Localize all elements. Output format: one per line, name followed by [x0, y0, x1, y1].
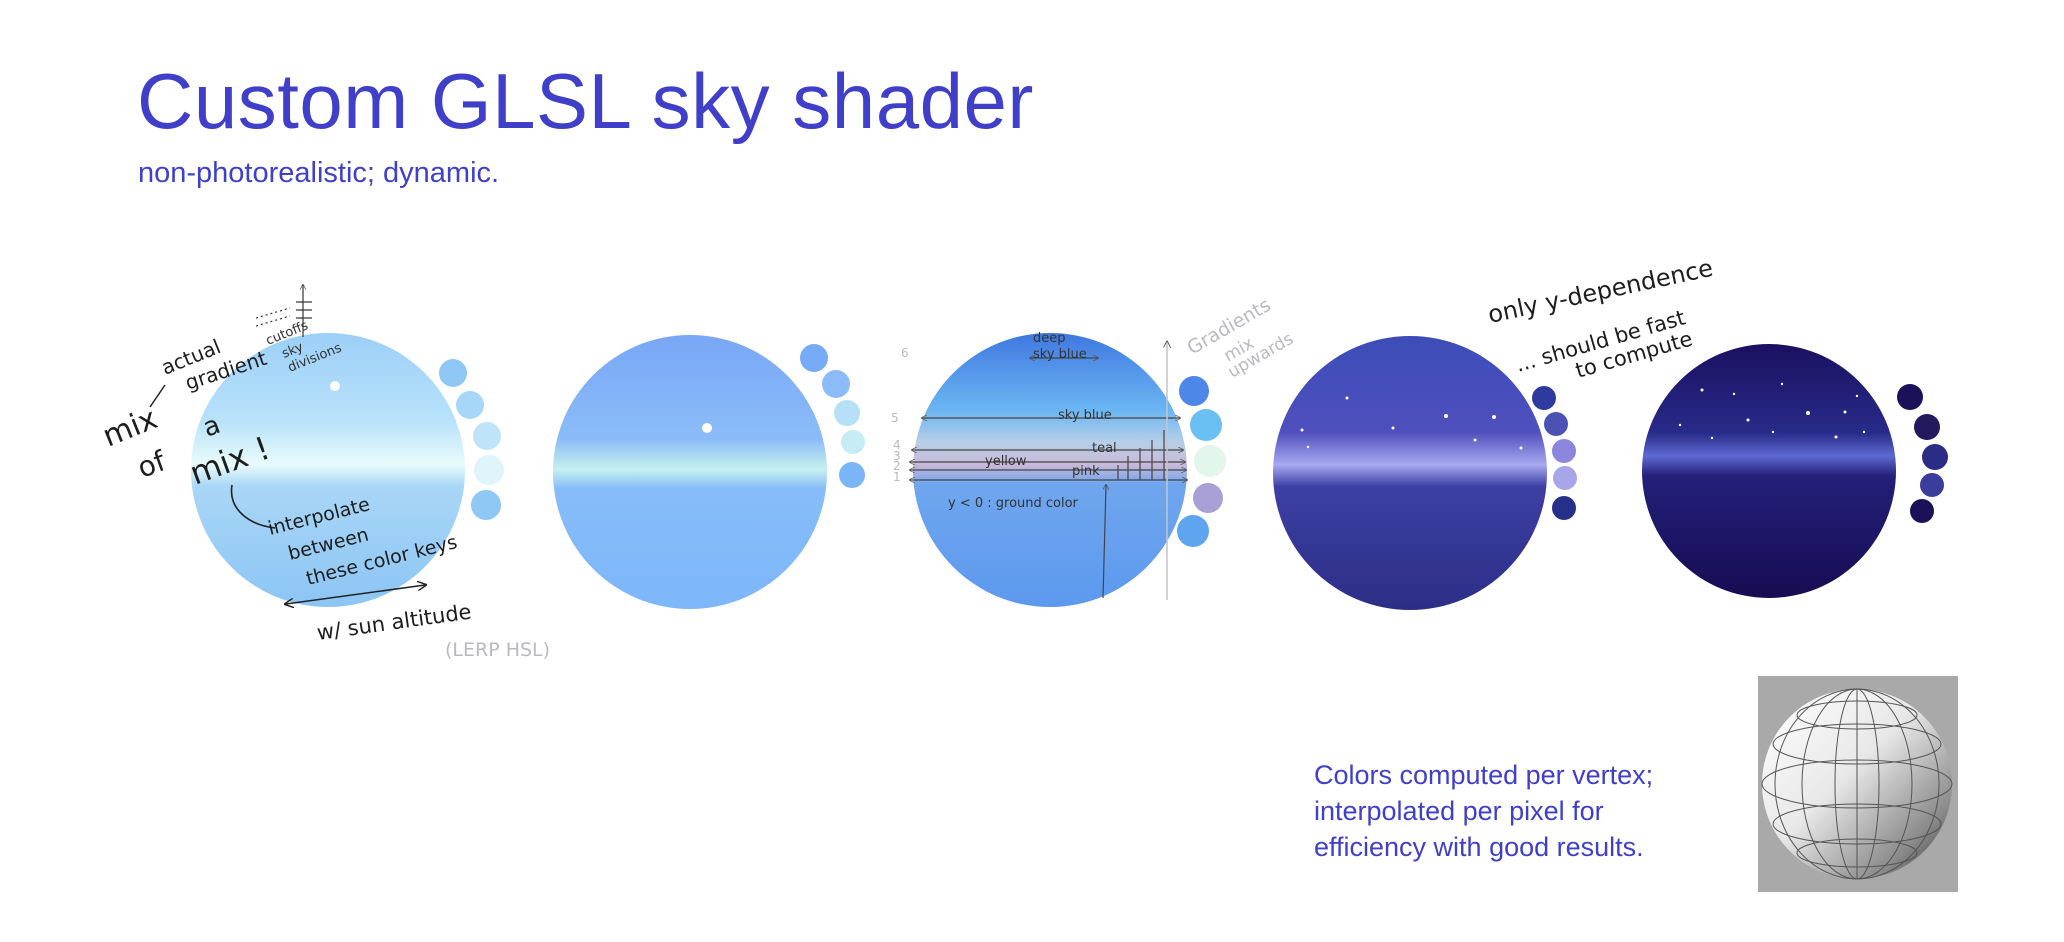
- color-swatch: [1914, 414, 1940, 440]
- color-swatch: [1179, 376, 1209, 406]
- sky-dusk: [1273, 336, 1547, 610]
- division-indices: 6 5 4 3 2 1: [891, 346, 909, 484]
- stars: [1678, 382, 1866, 440]
- color-swatch: [841, 430, 865, 454]
- caption-line: Colors computed per vertex;: [1314, 760, 1654, 790]
- swatches-night: [1897, 384, 1948, 523]
- wireframe-sphere-image: [1758, 676, 1958, 892]
- sun-dot: [330, 381, 340, 391]
- color-swatch: [822, 370, 850, 398]
- annotation-yellow: yellow: [985, 454, 1027, 469]
- annotation-deep: deep: [1033, 331, 1066, 346]
- color-swatch: [471, 490, 501, 520]
- svg-text:2: 2: [893, 459, 901, 473]
- annotation-pink: pink: [1072, 464, 1100, 479]
- color-swatch: [473, 422, 501, 450]
- sky-annotated: [910, 333, 1187, 607]
- sky-dome-day: [191, 333, 465, 607]
- svg-text:4: 4: [893, 438, 901, 452]
- color-swatch: [1532, 386, 1556, 410]
- color-swatch: [1190, 409, 1222, 441]
- caption: Colors computed per vertex; interpolated…: [1314, 757, 1653, 865]
- sky-day: [191, 333, 465, 607]
- color-swatch: [800, 344, 828, 372]
- color-swatch: [456, 391, 484, 419]
- color-swatch: [1897, 384, 1923, 410]
- swatches-dusk: [1532, 386, 1577, 520]
- annotation-sky-blue: sky blue: [1058, 408, 1112, 423]
- annotation-sky-blue-top: sky blue: [1033, 347, 1087, 362]
- color-swatch: [1193, 483, 1223, 513]
- color-swatch: [1177, 515, 1209, 547]
- sphere-wireframe: [1761, 688, 1953, 880]
- sky-dome-night: [1642, 344, 1896, 598]
- color-swatch: [839, 462, 865, 488]
- color-swatch: [1910, 499, 1934, 523]
- page-subtitle: non-photorealistic; dynamic.: [138, 157, 500, 189]
- cutoff-marks: [255, 285, 312, 337]
- annotation-line: [149, 384, 166, 408]
- color-swatch: [1920, 473, 1944, 497]
- sun-dot: [702, 423, 712, 433]
- annotation-lerp-hsl: (LERP HSL): [445, 639, 550, 661]
- annotation-text: of: [133, 444, 171, 485]
- sky-dome-dusk: [1273, 336, 1547, 610]
- sky-night: [1642, 344, 1896, 598]
- svg-text:3: 3: [893, 449, 901, 463]
- annotation-line: [230, 484, 276, 529]
- sky-noon: [553, 335, 827, 609]
- caption-line: efficiency with good results.: [1314, 832, 1644, 862]
- annotation-ground: y < 0 : ground color: [948, 496, 1079, 511]
- color-swatch: [1553, 466, 1577, 490]
- color-swatch: [439, 359, 467, 387]
- swatches-annotated: [1177, 376, 1226, 547]
- page-title: Custom GLSL sky shader: [137, 57, 1034, 145]
- stars: [1300, 396, 1523, 450]
- annotation-teal: teal: [1092, 441, 1117, 456]
- swatches-day: [439, 359, 504, 520]
- color-swatch: [474, 455, 504, 485]
- caption-line: interpolated per pixel for: [1314, 796, 1604, 826]
- svg-text:6: 6: [901, 346, 909, 360]
- color-swatch: [1552, 496, 1576, 520]
- color-swatch: [1552, 439, 1576, 463]
- sky-dome-noon: [553, 335, 827, 609]
- color-swatch: [1544, 412, 1568, 436]
- color-swatch: [1194, 445, 1226, 477]
- swatches-noon: [800, 344, 865, 488]
- division-lines: [910, 358, 1187, 599]
- color-swatch: [834, 400, 860, 426]
- svg-text:5: 5: [891, 411, 899, 425]
- color-swatch: [1922, 444, 1948, 470]
- double-arrow: [286, 585, 425, 604]
- svg-text:1: 1: [893, 470, 901, 484]
